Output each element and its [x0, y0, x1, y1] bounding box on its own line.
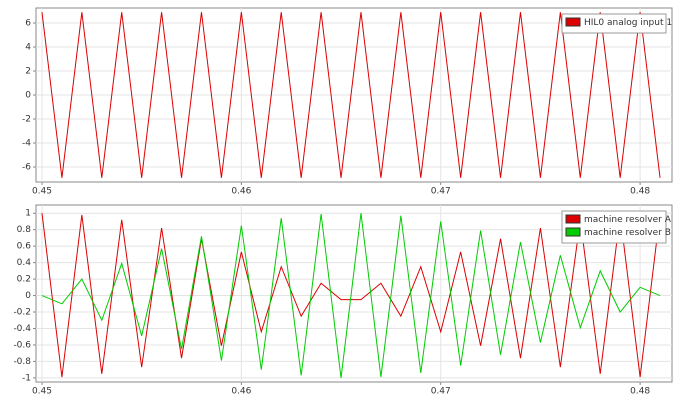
legend-swatch [565, 227, 581, 237]
legend-swatch [565, 214, 581, 224]
legend-box [561, 13, 667, 34]
y-tick-label: -0.8 [13, 357, 31, 367]
y-tick-label: 0.4 [17, 258, 32, 268]
y-tick-label: 0 [25, 91, 31, 101]
y-tick-label: 0.2 [17, 275, 31, 285]
x-tick-label: 0.45 [32, 387, 52, 397]
series-line [41, 213, 661, 378]
x-tick-label: 0.45 [32, 187, 52, 197]
x-tick-label: 0.46 [231, 387, 251, 397]
x-tick-label: 0.47 [431, 387, 451, 397]
legend-label: HIL0 analog input 1 [584, 18, 672, 28]
x-tick-label: 0.48 [630, 387, 650, 397]
legend-label: machine resolver A [584, 215, 672, 225]
y-tick-label: 1 [25, 209, 31, 219]
y-tick-label: -0.2 [13, 308, 31, 318]
series-line [41, 12, 661, 178]
y-tick-label: 6 [25, 19, 31, 29]
y-tick-label: 0 [25, 291, 31, 301]
y-tick-label: -4 [22, 139, 31, 149]
y-tick-label: 0.8 [17, 225, 32, 235]
y-tick-label: -2 [22, 115, 31, 125]
y-tick-label: -0.6 [13, 340, 31, 350]
y-tick-label: 2 [25, 67, 31, 77]
x-tick-label: 0.47 [431, 187, 451, 197]
y-tick-label: -6 [22, 163, 31, 173]
y-tick-label: -0.4 [13, 324, 31, 334]
legend-swatch [565, 17, 581, 27]
legend-label: machine resolver B [584, 228, 671, 238]
x-tick-label: 0.48 [630, 187, 650, 197]
x-tick-label: 0.46 [231, 187, 251, 197]
y-tick-label: 0.6 [17, 242, 32, 252]
y-tick-label: 4 [25, 43, 31, 53]
y-tick-label: -1 [22, 373, 31, 383]
